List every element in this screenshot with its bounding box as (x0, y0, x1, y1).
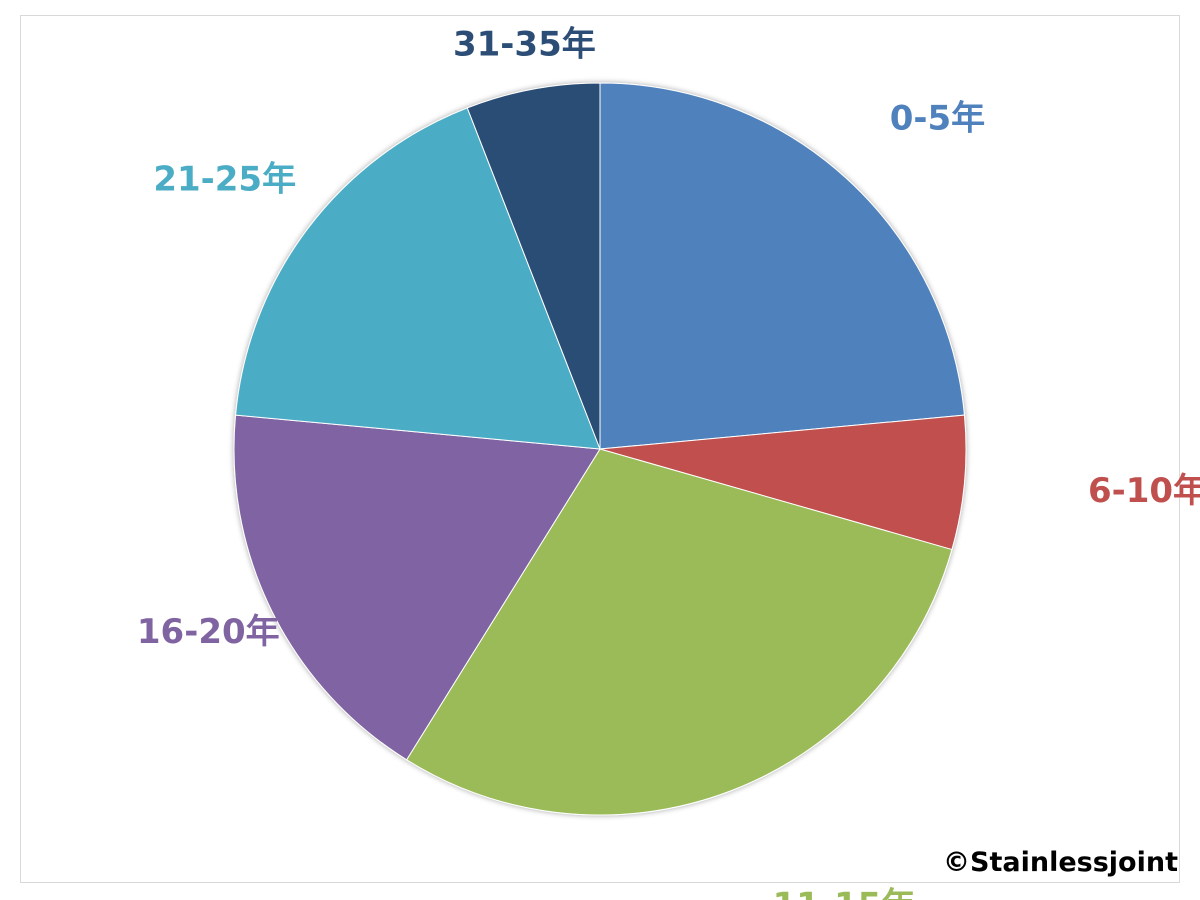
pie-slice-2 (599, 414, 967, 551)
pie-slice-5 (235, 107, 601, 450)
pie-slice-3 (405, 448, 953, 816)
pie-label-3: 11-15年 (773, 885, 916, 900)
pie-slices (233, 82, 967, 816)
pie-label-2: 6-10年 (1088, 471, 1200, 511)
pie-label-1: 0-5年 (890, 99, 985, 139)
pie-slice-1 (599, 82, 965, 450)
copyright-watermark: ©Stainlessjoint (943, 847, 1178, 878)
pie-slice-6 (466, 82, 601, 450)
pie-label-5: 21-25年 (153, 160, 296, 200)
pie-slice-4 (233, 414, 601, 761)
pie-label-4: 16-20年 (137, 612, 280, 652)
pie-label-6: 31-35年 (453, 25, 596, 65)
pie-labels: 0-5年 6-10年 11-15年 16-20年 21-25年 31-35年 (137, 25, 1200, 900)
